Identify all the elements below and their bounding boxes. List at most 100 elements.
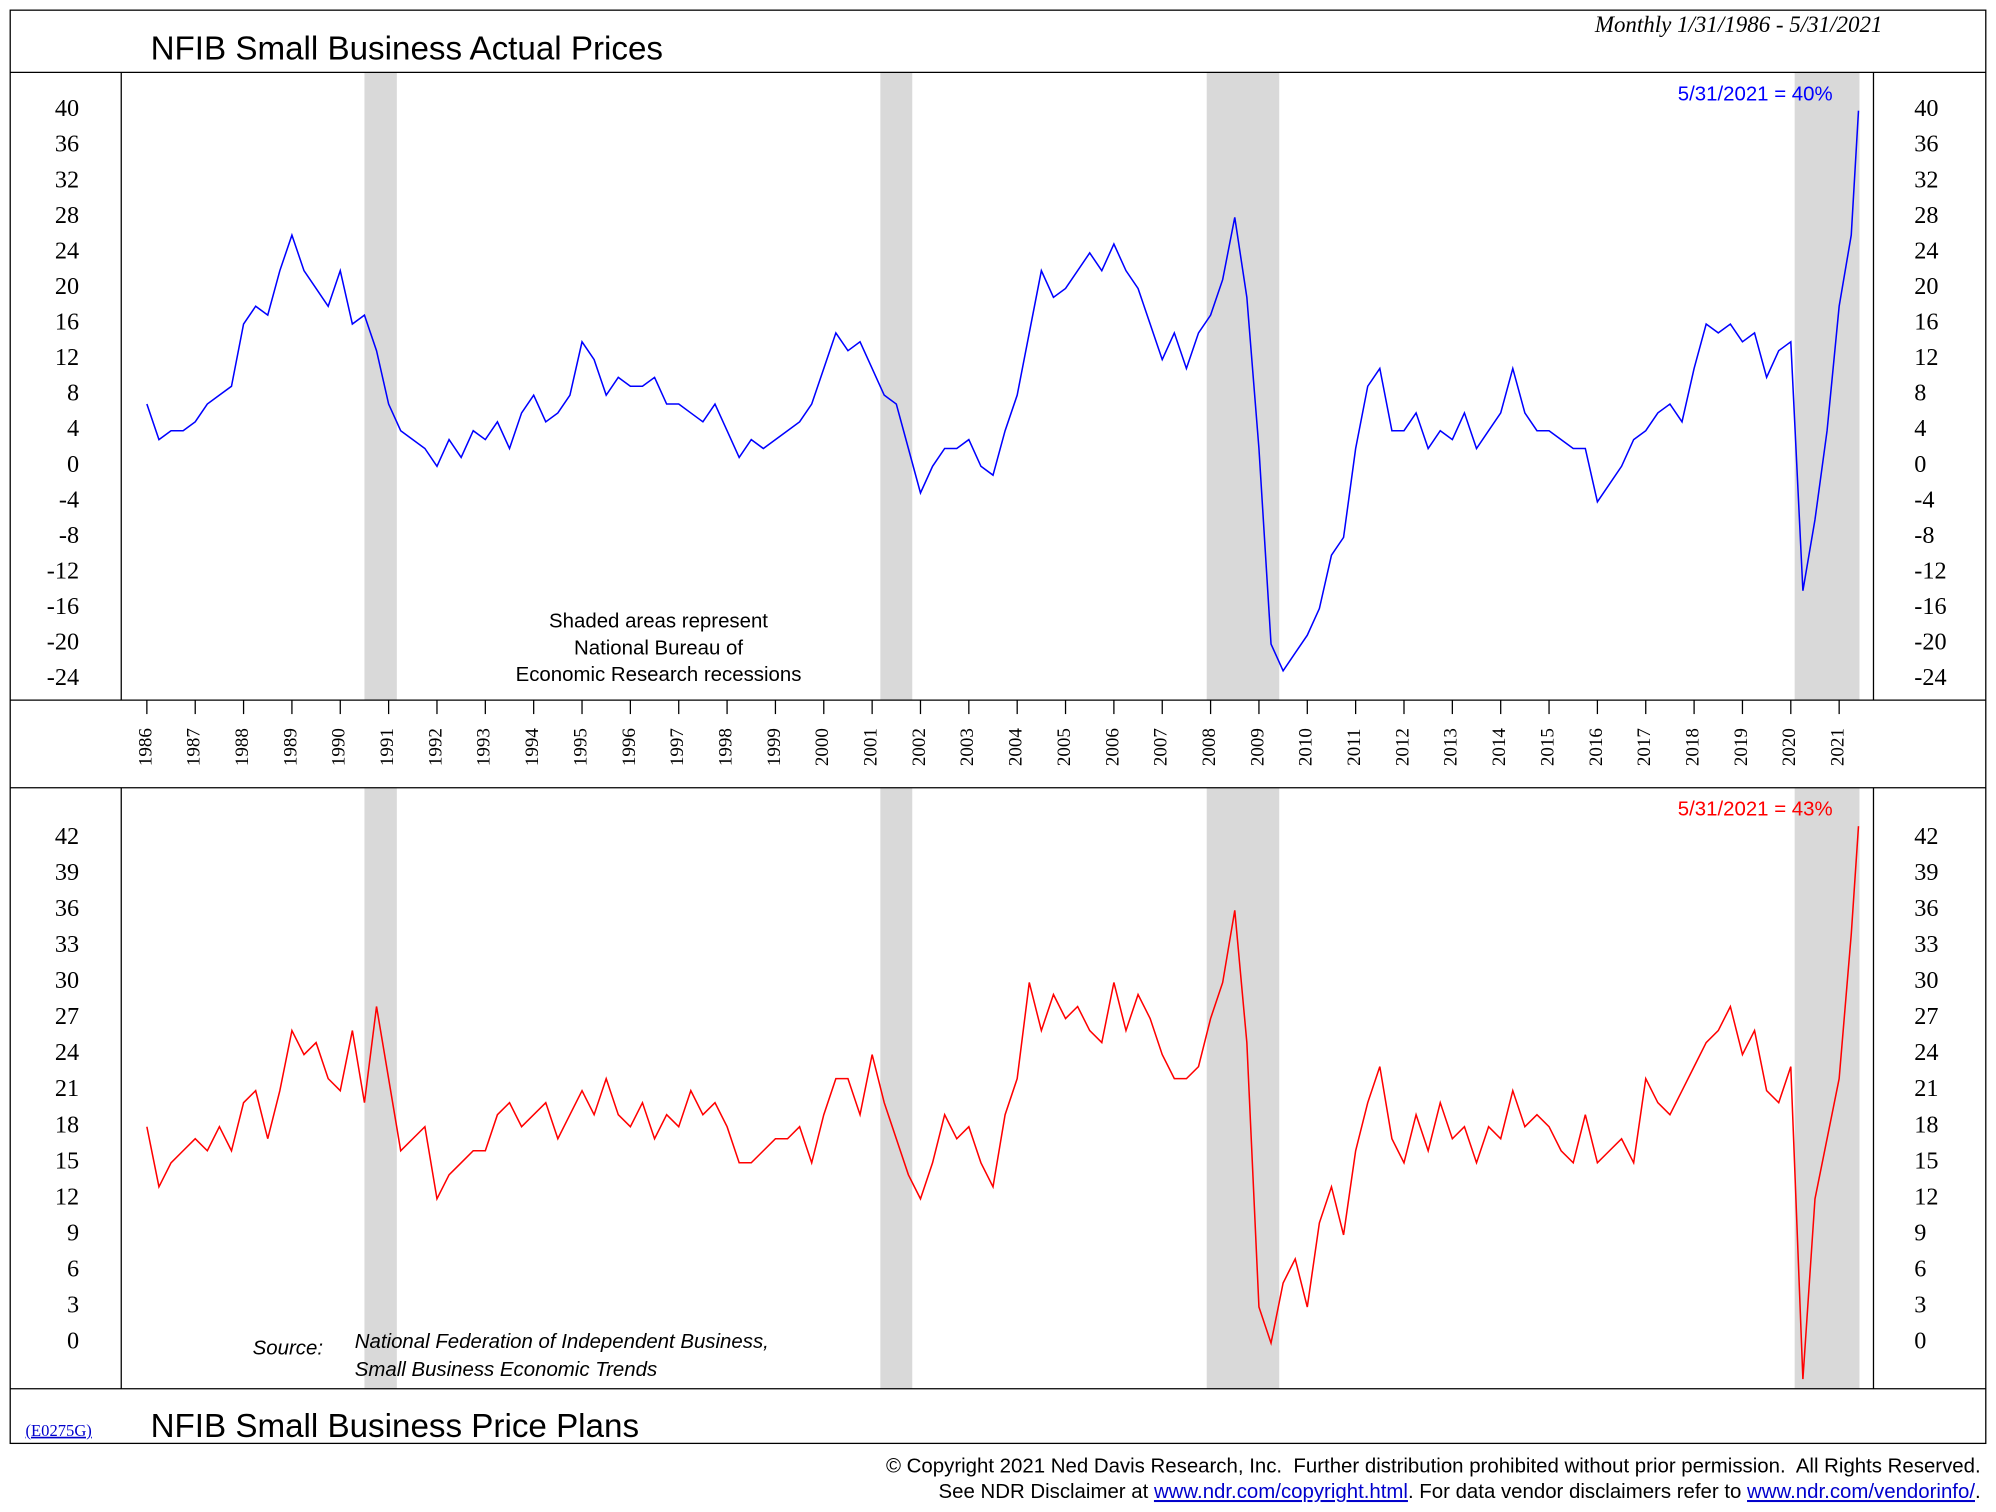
x-tick-label: 1990 [329, 728, 350, 766]
recession-shade [880, 787, 913, 1389]
y-tick-label: -12 [47, 558, 79, 585]
y-tick-label: -20 [1914, 629, 1946, 656]
annotation: 5/31/2021 = 40% [1678, 83, 1833, 105]
y-tick-label: 12 [55, 344, 79, 371]
x-tick-label: 1986 [135, 728, 156, 766]
y-tick-label: 12 [1914, 344, 1938, 371]
disclaimer-text: See NDR Disclaimer at [939, 1481, 1154, 1503]
x-tick-label: 2005 [1054, 728, 1075, 766]
recession-shade [1206, 787, 1280, 1389]
x-tick-label: 2007 [1151, 728, 1172, 766]
y-tick-label: 18 [1914, 1111, 1938, 1138]
x-tick-label: 2012 [1392, 728, 1413, 766]
y-tick-label: -24 [47, 664, 79, 691]
x-tick-label: 2011 [1344, 728, 1365, 765]
y-tick-label: 30 [1914, 967, 1938, 994]
y-tick-label: -8 [59, 522, 79, 549]
y-tick-label: 28 [1914, 202, 1938, 229]
y-tick-label: 4 [1914, 415, 1926, 442]
x-tick-label: 2000 [812, 728, 833, 766]
date-range: Monthly 1/31/1986 - 5/31/2021 [1594, 12, 1883, 37]
y-tick-label: 39 [55, 859, 79, 886]
y-tick-label: 6 [1914, 1256, 1926, 1283]
disclaimer-text: . [1975, 1481, 1981, 1503]
x-tick-label: 1988 [232, 728, 253, 766]
y-tick-label: -12 [1914, 558, 1946, 585]
recession-shade [1794, 72, 1860, 701]
outer-frame [9, 9, 1987, 1445]
y-tick-label: 36 [55, 895, 79, 922]
y-tick-label: -4 [1914, 486, 1934, 513]
x-tick-label: 2006 [1102, 728, 1123, 766]
y-tick-label: 39 [1914, 859, 1938, 886]
x-tick-label: 1999 [764, 728, 785, 766]
recession-shade [364, 72, 397, 701]
x-tick-label: 2013 [1441, 728, 1462, 766]
y-tick-label: 24 [1914, 1039, 1938, 1066]
x-tick-label: 1997 [667, 728, 688, 766]
y-tick-label: 15 [1914, 1147, 1938, 1174]
y-tick-label: 0 [1914, 1328, 1926, 1355]
y-tick-label: 21 [55, 1075, 79, 1102]
x-tick-label: 1993 [474, 728, 495, 766]
x-tick-label: 2002 [909, 728, 930, 766]
copyright: © Copyright 2021 Ned Davis Research, Inc… [886, 1456, 1981, 1478]
y-tick-label: 4 [67, 415, 79, 442]
y-tick-label: 16 [55, 309, 79, 336]
source-label: Source: [253, 1337, 323, 1359]
y-tick-label: 15 [55, 1147, 79, 1174]
y-tick-label: 24 [1914, 237, 1938, 264]
y-tick-label: 40 [55, 95, 79, 122]
y-tick-label: 0 [67, 1328, 79, 1355]
y-tick-label: 12 [1914, 1183, 1938, 1210]
y-tick-label: 42 [1914, 823, 1938, 850]
y-tick-label: 6 [67, 1256, 79, 1283]
y-tick-label: 42 [55, 823, 79, 850]
y-tick-label: 20 [1914, 273, 1938, 300]
data-line [146, 110, 1860, 673]
y-tick-label: -4 [59, 486, 79, 513]
y-tick-label: -16 [1914, 593, 1946, 620]
x-tick-label: 2008 [1199, 728, 1220, 766]
link[interactable]: www.ndr.com/vendorinfo/ [1746, 1481, 1975, 1503]
y-tick-label: 9 [1914, 1219, 1926, 1246]
x-tick-label: 2001 [860, 728, 881, 766]
y-tick-label: 36 [1914, 895, 1938, 922]
y-tick-label: 36 [1914, 131, 1938, 158]
chart-code[interactable]: (E0275G) [26, 1421, 92, 1440]
chart-title: NFIB Small Business Price Plans [151, 1408, 639, 1445]
y-tick-label: 30 [55, 967, 79, 994]
y-tick-label: -20 [47, 629, 79, 656]
source: National Federation of Independent Busin… [355, 1331, 769, 1353]
x-tick-label: 1987 [184, 728, 205, 766]
y-tick-label: -8 [1914, 522, 1934, 549]
y-tick-label: 3 [67, 1292, 79, 1319]
x-tick-label: 1992 [425, 728, 446, 766]
x-tick-label: 2003 [957, 728, 978, 766]
y-tick-label: 32 [1914, 166, 1938, 193]
x-tick-label: 2014 [1489, 728, 1510, 767]
y-tick-label: 27 [55, 1003, 79, 1030]
recession-shade [1206, 72, 1280, 701]
x-tick-label: 1998 [715, 728, 736, 766]
link[interactable]: www.ndr.com/copyright.html [1153, 1481, 1408, 1503]
x-tick-label: 1996 [619, 728, 640, 766]
y-tick-label: 28 [55, 202, 79, 229]
x-tick-label: 2009 [1247, 728, 1268, 766]
y-tick-label: 12 [55, 1183, 79, 1210]
disclaimer: See NDR Disclaimer at www.ndr.com/copyri… [939, 1481, 1981, 1503]
y-tick-label: 36 [55, 131, 79, 158]
x-tick-label: 2017 [1634, 728, 1655, 766]
y-tick-label: 27 [1914, 1003, 1938, 1030]
note: Economic Research recessions [516, 664, 802, 686]
annotation: 5/31/2021 = 43% [1678, 799, 1833, 821]
y-tick-label: 3 [1914, 1292, 1926, 1319]
note: National Bureau of [574, 637, 743, 659]
recession-shade [1794, 787, 1860, 1389]
x-tick-label: 2004 [1006, 728, 1027, 767]
y-tick-label: 24 [55, 237, 79, 264]
recession-shade [880, 72, 913, 701]
